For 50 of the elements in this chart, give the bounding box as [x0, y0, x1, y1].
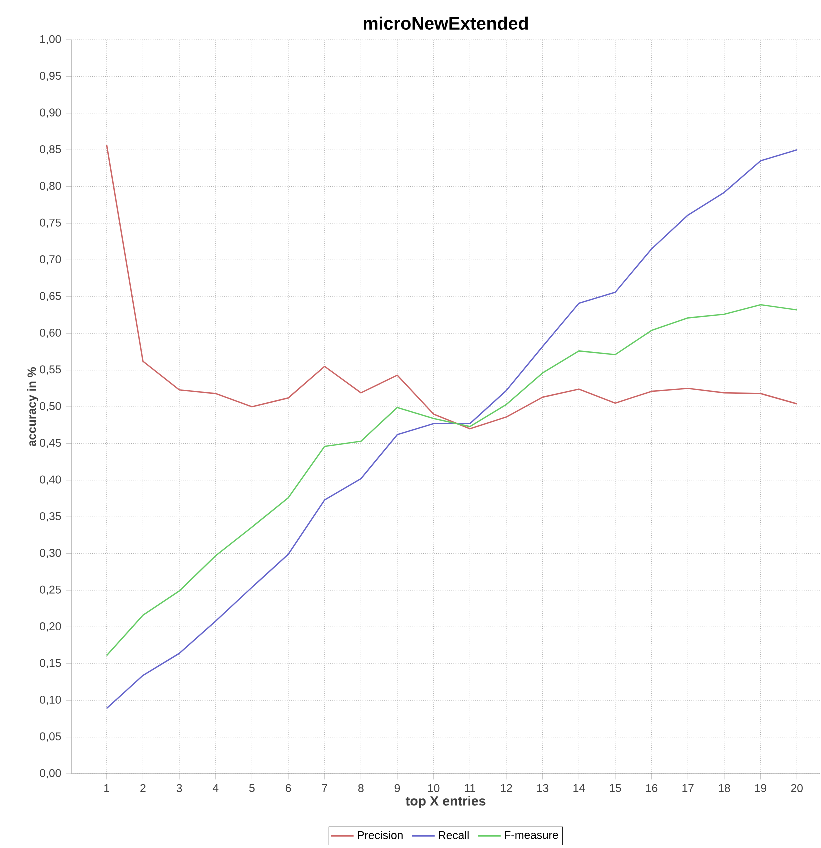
x-tick-label: 4 [212, 784, 219, 792]
x-tick-label: 8 [358, 784, 364, 792]
y-tick-label: 0,70 [40, 256, 62, 265]
x-tick-label: 1 [104, 784, 110, 792]
y-tick-label: 0,75 [40, 218, 62, 228]
y-tick-label: 1,00 [40, 35, 62, 45]
y-axis-title: accuracy in % [27, 367, 39, 447]
x-tick-label: 19 [755, 784, 767, 792]
y-tick-label: 0,30 [40, 549, 62, 558]
legend-label: Precision [358, 831, 403, 840]
x-tick-label: 3 [176, 784, 182, 792]
y-tick-label: 0,05 [40, 732, 62, 742]
x-tick-label: 14 [574, 784, 586, 792]
x-tick-label: 20 [791, 784, 803, 792]
y-tick-label: 0,55 [40, 366, 62, 375]
y-tick-label: 0,95 [40, 72, 62, 82]
x-tick-label: 12 [501, 784, 512, 792]
line-series [106, 304, 798, 656]
y-tick-label: 0,65 [40, 292, 62, 302]
x-tick-label: 17 [682, 784, 694, 792]
y-tick-label: 0,45 [40, 439, 62, 448]
x-tick-label: 18 [719, 784, 730, 792]
x-tick-label: 13 [537, 784, 549, 792]
y-tick-label: 0,15 [40, 659, 62, 669]
line-series [106, 149, 798, 710]
y-tick-label: 0,10 [40, 696, 62, 706]
x-tick-label: 15 [610, 784, 622, 792]
chart-title: microNewExtended [364, 16, 528, 30]
x-tick-label: 7 [322, 784, 328, 792]
y-tick-label: 0,25 [40, 586, 62, 596]
x-tick-label: 10 [428, 784, 440, 792]
y-tick-label: 0,20 [40, 622, 62, 632]
x-tick-label: 9 [394, 784, 400, 792]
y-tick-label: 0,80 [40, 182, 62, 192]
x-tick-label: 11 [465, 784, 476, 792]
y-tick-label: 0,60 [40, 328, 62, 338]
y-tick-label: 0,50 [40, 402, 62, 412]
y-tick-label: 0,90 [40, 108, 62, 118]
line-series [106, 144, 798, 430]
legend-label: F-measure [505, 831, 558, 840]
x-tick-label: 2 [140, 784, 146, 792]
y-tick-label: 0,35 [40, 512, 62, 522]
y-tick-label: 0,85 [40, 145, 62, 155]
legend-label: Recall [439, 831, 469, 840]
x-tick-label: 5 [250, 784, 255, 792]
y-tick-label: 0,40 [40, 476, 62, 486]
x-tick-label: 16 [646, 784, 658, 792]
x-tick-label: 6 [286, 784, 292, 792]
y-tick-label: 0,00 [40, 769, 62, 779]
x-axis-title: top X entries [406, 796, 486, 809]
